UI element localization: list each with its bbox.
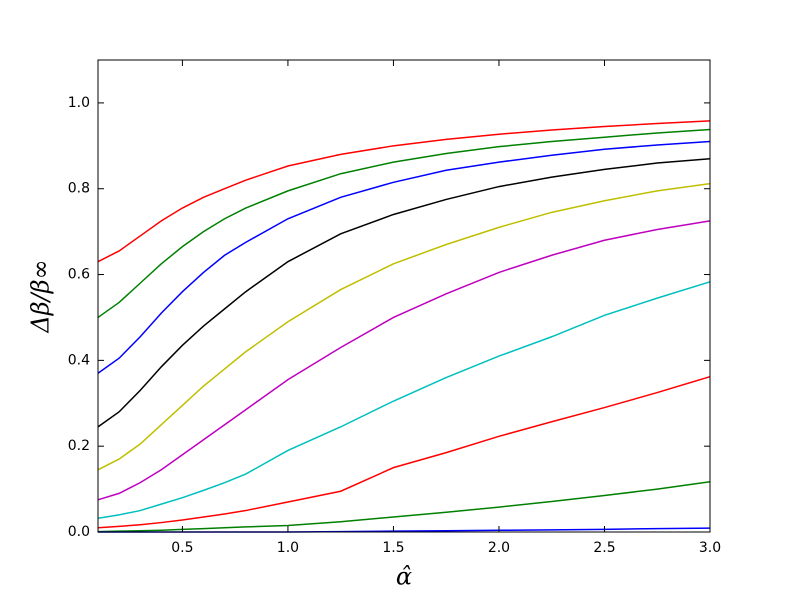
- y-tick-label: 0.4: [68, 352, 90, 368]
- plot-frame: [97, 59, 711, 533]
- data-line: [97, 375, 711, 529]
- data-line: [97, 140, 711, 374]
- data-line: [97, 182, 711, 471]
- x-tick-label: 1.0: [277, 540, 299, 556]
- y-axis-label: Δβ/β∞: [27, 259, 55, 333]
- y-tick-label: 0.6: [68, 267, 90, 283]
- x-axis-label: α̂: [396, 563, 412, 591]
- x-tick-label: 2.0: [488, 540, 510, 556]
- y-tick-label: 0.2: [68, 438, 90, 454]
- y-tick-label: 0.8: [68, 181, 90, 197]
- data-line: [97, 281, 711, 520]
- data-line: [97, 220, 711, 501]
- x-tick-label: 3.0: [699, 540, 721, 556]
- data-line: [97, 157, 711, 428]
- x-tick-label: 0.5: [171, 540, 193, 556]
- y-tick-label: 1.0: [68, 95, 90, 111]
- x-tick-label: 2.5: [593, 540, 615, 556]
- x-tick-label: 1.5: [382, 540, 404, 556]
- data-line: [97, 120, 711, 263]
- y-tick-label: 0.0: [68, 524, 90, 540]
- data-line: [97, 128, 711, 319]
- data-line: [97, 481, 711, 533]
